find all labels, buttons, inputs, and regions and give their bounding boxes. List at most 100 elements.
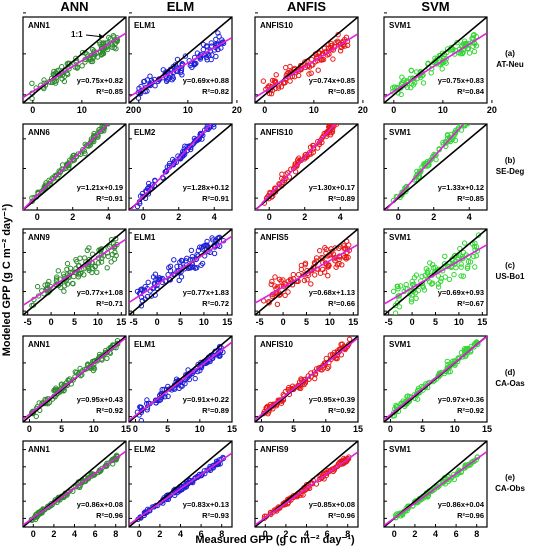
data-point [276, 276, 283, 282]
data-point [396, 296, 402, 302]
data-point [204, 467, 210, 473]
panel-at-neu-elm [128, 12, 238, 104]
model-label: ANFIS9 [260, 445, 289, 454]
regression-equation: y=0.83x+0.13 [183, 500, 229, 509]
r-squared-label: R²=0.85 [328, 87, 355, 96]
data-point [464, 119, 468, 123]
data-point [209, 119, 213, 123]
data-point [427, 260, 433, 266]
data-point [303, 486, 310, 492]
data-point [458, 261, 464, 267]
data-point [112, 40, 119, 46]
model-label: ANN9 [28, 233, 50, 242]
data-point [75, 270, 82, 276]
data-point [260, 78, 267, 84]
regression-equation: y=0.91x+0.22 [183, 395, 229, 404]
site-name-label: CA-Obs [495, 484, 525, 493]
regression-equation: y=0.86x+0.08 [77, 500, 123, 509]
regression-line [129, 36, 232, 98]
r-squared-label: R²=0.84 [457, 87, 485, 96]
data-point [73, 257, 79, 263]
data-point [468, 116, 472, 120]
x-tick-label: 0 [281, 317, 286, 327]
x-tick-label: 10 [309, 105, 319, 115]
data-point [274, 301, 281, 307]
data-point [415, 287, 422, 294]
x-tick-label: 4 [72, 529, 77, 539]
data-point [409, 278, 415, 285]
regression-equation: y=1.33x+0.12 [438, 183, 484, 192]
x-tick-label: 0 [27, 424, 32, 434]
data-point [333, 264, 339, 270]
panel-ca-oas-anfis [254, 335, 359, 423]
data-point [337, 116, 341, 120]
data-point [308, 70, 314, 76]
data-point [63, 383, 69, 389]
data-point [112, 118, 116, 122]
one-to-one-line [255, 17, 358, 103]
r-squared-label: R²=0.72 [202, 299, 229, 308]
data-point [187, 62, 194, 69]
data-point [151, 504, 157, 510]
model-label: SVM1 [389, 445, 411, 454]
data-point [304, 277, 310, 283]
data-point [328, 40, 334, 47]
x-tick-label: 10 [93, 317, 103, 327]
data-point [395, 286, 401, 292]
data-point [452, 137, 459, 144]
data-point [471, 458, 477, 464]
data-point [344, 111, 348, 115]
data-point [159, 386, 165, 393]
model-label: ANN1 [28, 340, 50, 349]
regression-line [129, 452, 232, 526]
data-point [74, 369, 80, 376]
regression-equation: y=0.97x+0.36 [438, 395, 484, 404]
data-point [99, 41, 106, 47]
data-point [219, 111, 223, 115]
x-tick-label: 10 [454, 317, 464, 327]
data-point [435, 284, 442, 290]
data-point [144, 400, 150, 407]
x-tick-label: 8 [113, 529, 118, 539]
data-point [34, 283, 41, 290]
data-point [420, 80, 427, 86]
data-point [473, 109, 477, 113]
data-point [104, 355, 110, 362]
data-point [200, 46, 207, 53]
x-tick-label: 15 [477, 317, 487, 327]
x-tick-label: 2 [176, 212, 181, 222]
regression-equation: y=1.28x+0.12 [183, 183, 229, 192]
data-point [98, 246, 105, 252]
data-point [433, 152, 439, 158]
one-to-one-text: 1:1 [71, 30, 83, 39]
x-tick-label: 0 [262, 105, 267, 115]
data-point [475, 104, 479, 108]
x-tick-label: 8 [474, 529, 479, 539]
data-point [156, 275, 163, 281]
data-point [466, 114, 470, 118]
data-point [466, 50, 473, 56]
r-squared-label: R²=0.92 [457, 406, 484, 415]
data-point [197, 244, 203, 250]
data-point [195, 247, 202, 254]
one-to-one-line [23, 17, 126, 103]
data-point [142, 284, 148, 290]
model-label: SVM1 [389, 128, 411, 137]
panel-us-bo1-svm [383, 228, 488, 316]
regression-line [23, 450, 126, 526]
model-label: ANN6 [28, 128, 50, 137]
r-squared-label: R²=0.96 [457, 511, 484, 520]
data-point [64, 260, 71, 267]
regression-equation: y=1.30x+0.17 [309, 183, 355, 192]
data-point [425, 268, 431, 274]
x-tick-label: 0 [388, 424, 393, 434]
data-point [174, 268, 180, 274]
regression-equation: y=0.69x+0.93 [438, 288, 484, 297]
data-point [298, 65, 305, 72]
x-tick-label: 0 [31, 529, 36, 539]
data-point [64, 281, 71, 287]
data-point [298, 62, 304, 69]
data-point [198, 262, 204, 268]
data-point [460, 273, 467, 279]
data-point [302, 260, 309, 266]
